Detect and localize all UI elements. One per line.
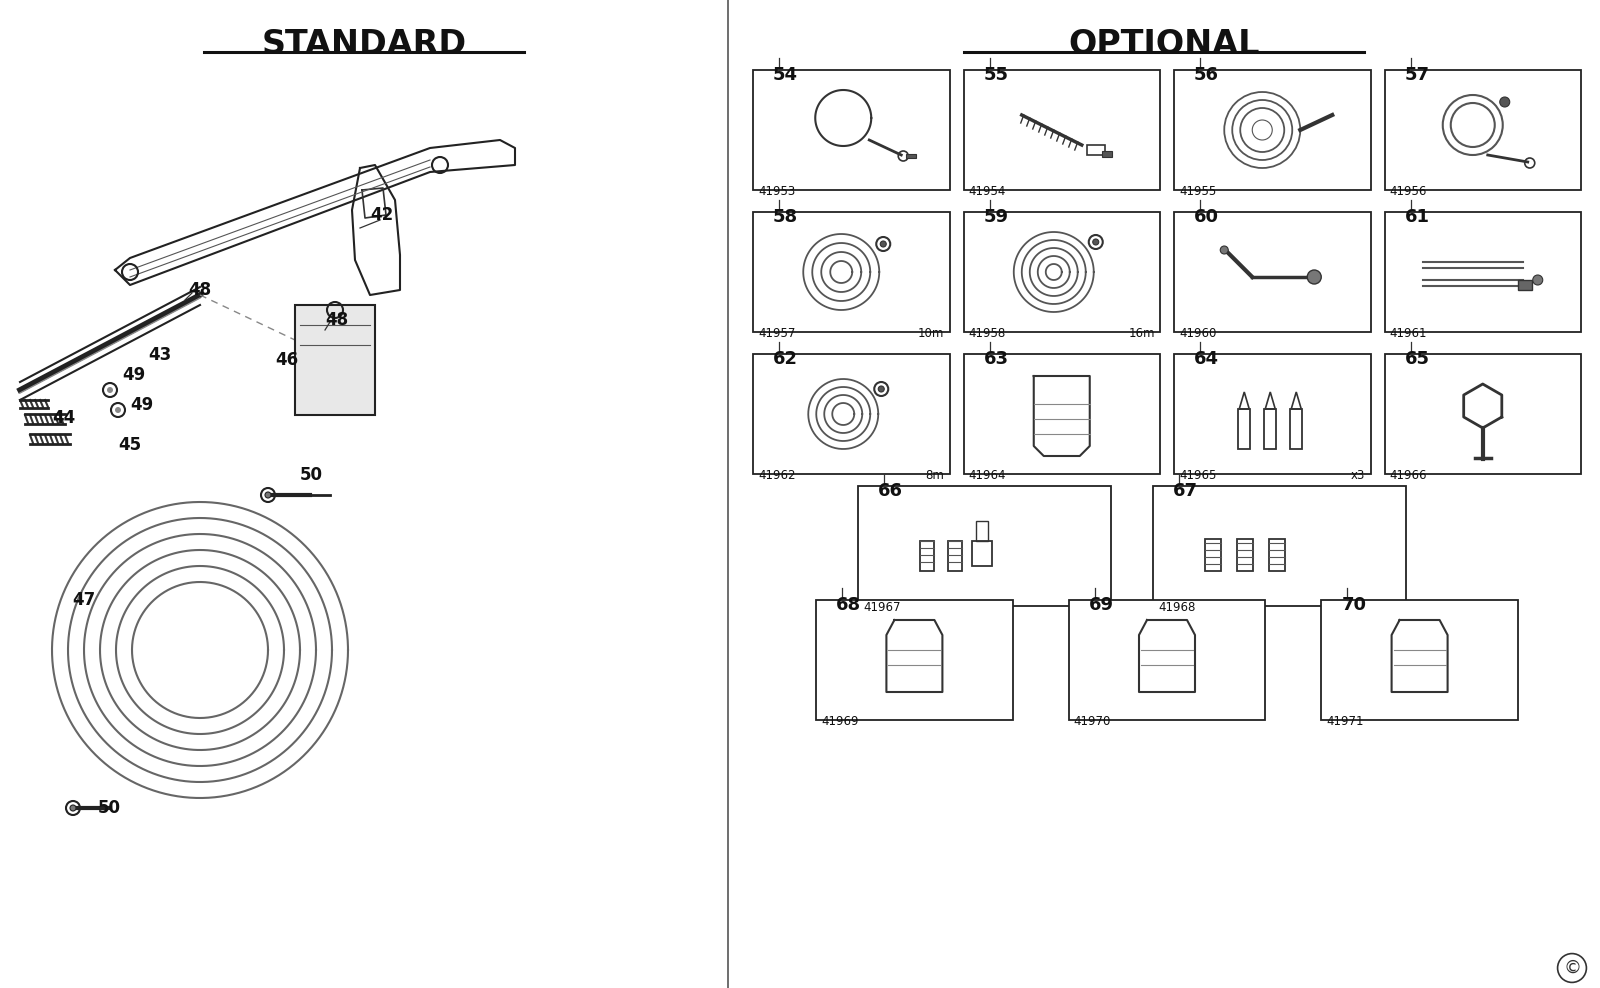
Text: 44: 44 xyxy=(51,409,75,427)
Bar xyxy=(1322,600,1518,720)
Text: 41970: 41970 xyxy=(1074,715,1110,728)
Bar xyxy=(1237,539,1253,571)
Bar xyxy=(1384,354,1581,474)
Text: 42: 42 xyxy=(370,206,394,224)
Text: ©: © xyxy=(1563,959,1581,977)
Text: 41956: 41956 xyxy=(1389,185,1427,198)
Text: 41966: 41966 xyxy=(1389,469,1427,482)
Text: OPTIONAL: OPTIONAL xyxy=(1069,28,1259,61)
Circle shape xyxy=(878,386,885,392)
Circle shape xyxy=(107,387,114,393)
Text: 70: 70 xyxy=(1341,596,1366,614)
Text: 41969: 41969 xyxy=(821,715,859,728)
Bar xyxy=(1086,145,1104,155)
Circle shape xyxy=(1533,275,1542,285)
Text: 55: 55 xyxy=(984,66,1008,84)
Text: 45: 45 xyxy=(118,436,141,454)
Bar xyxy=(963,354,1160,474)
Text: 64: 64 xyxy=(1194,350,1219,368)
Bar xyxy=(1069,600,1266,720)
Text: 46: 46 xyxy=(275,351,298,369)
Bar xyxy=(1174,70,1371,190)
Text: 54: 54 xyxy=(773,66,798,84)
Bar xyxy=(971,541,992,566)
Text: 41957: 41957 xyxy=(758,327,795,340)
Bar xyxy=(1154,486,1406,606)
Bar xyxy=(963,212,1160,332)
Text: 41955: 41955 xyxy=(1179,185,1216,198)
Text: 41954: 41954 xyxy=(968,185,1006,198)
Text: 41953: 41953 xyxy=(758,185,795,198)
Bar xyxy=(1102,151,1112,157)
Text: 41958: 41958 xyxy=(968,327,1006,340)
Text: 41960: 41960 xyxy=(1179,327,1216,340)
Bar xyxy=(1269,539,1285,571)
Bar xyxy=(816,600,1013,720)
Text: 49: 49 xyxy=(122,366,146,384)
Bar xyxy=(294,305,374,415)
Text: 68: 68 xyxy=(837,596,861,614)
Bar xyxy=(1264,409,1277,449)
Text: 63: 63 xyxy=(984,350,1008,368)
Bar xyxy=(1238,409,1250,449)
Circle shape xyxy=(266,492,270,498)
Circle shape xyxy=(1093,239,1099,245)
Circle shape xyxy=(115,407,122,413)
Circle shape xyxy=(880,241,886,247)
Bar xyxy=(920,541,933,571)
Bar xyxy=(906,154,917,158)
Text: 65: 65 xyxy=(1405,350,1429,368)
Bar xyxy=(947,541,962,571)
Bar xyxy=(754,354,949,474)
Circle shape xyxy=(1307,270,1322,284)
Text: 41961: 41961 xyxy=(1389,327,1427,340)
Text: 43: 43 xyxy=(147,346,171,364)
Text: 10m: 10m xyxy=(918,327,944,340)
Bar xyxy=(1290,409,1302,449)
Text: 58: 58 xyxy=(773,208,798,226)
Text: 60: 60 xyxy=(1194,208,1219,226)
Bar xyxy=(754,212,949,332)
Text: 50: 50 xyxy=(301,466,323,484)
Bar xyxy=(1518,280,1531,290)
Text: 62: 62 xyxy=(773,350,798,368)
Text: 57: 57 xyxy=(1405,66,1429,84)
Text: 66: 66 xyxy=(878,482,904,500)
Circle shape xyxy=(1499,97,1510,107)
Text: 59: 59 xyxy=(984,208,1008,226)
Text: 49: 49 xyxy=(130,396,154,414)
Bar xyxy=(1205,539,1221,571)
Bar xyxy=(976,521,987,541)
Bar xyxy=(858,486,1112,606)
Text: 50: 50 xyxy=(98,799,122,817)
Bar xyxy=(963,70,1160,190)
Text: 61: 61 xyxy=(1405,208,1429,226)
Text: 56: 56 xyxy=(1194,66,1219,84)
Text: 67: 67 xyxy=(1173,482,1198,500)
Text: 41967: 41967 xyxy=(864,601,901,614)
Bar xyxy=(1174,212,1371,332)
Text: 47: 47 xyxy=(72,591,96,609)
Text: x3: x3 xyxy=(1350,469,1365,482)
Text: 48: 48 xyxy=(189,281,211,299)
Bar xyxy=(754,70,949,190)
Text: 8m: 8m xyxy=(926,469,944,482)
Text: 41962: 41962 xyxy=(758,469,795,482)
Text: 69: 69 xyxy=(1088,596,1114,614)
Bar xyxy=(1384,212,1581,332)
Text: 41965: 41965 xyxy=(1179,469,1216,482)
Text: 16m: 16m xyxy=(1128,327,1155,340)
Bar xyxy=(1174,354,1371,474)
Circle shape xyxy=(70,805,77,811)
Text: STANDARD: STANDARD xyxy=(261,28,467,61)
Circle shape xyxy=(1221,246,1229,254)
Text: 41971: 41971 xyxy=(1326,715,1363,728)
Bar xyxy=(1384,70,1581,190)
Text: 41964: 41964 xyxy=(968,469,1006,482)
Text: 41968: 41968 xyxy=(1158,601,1195,614)
Text: 48: 48 xyxy=(325,311,349,329)
